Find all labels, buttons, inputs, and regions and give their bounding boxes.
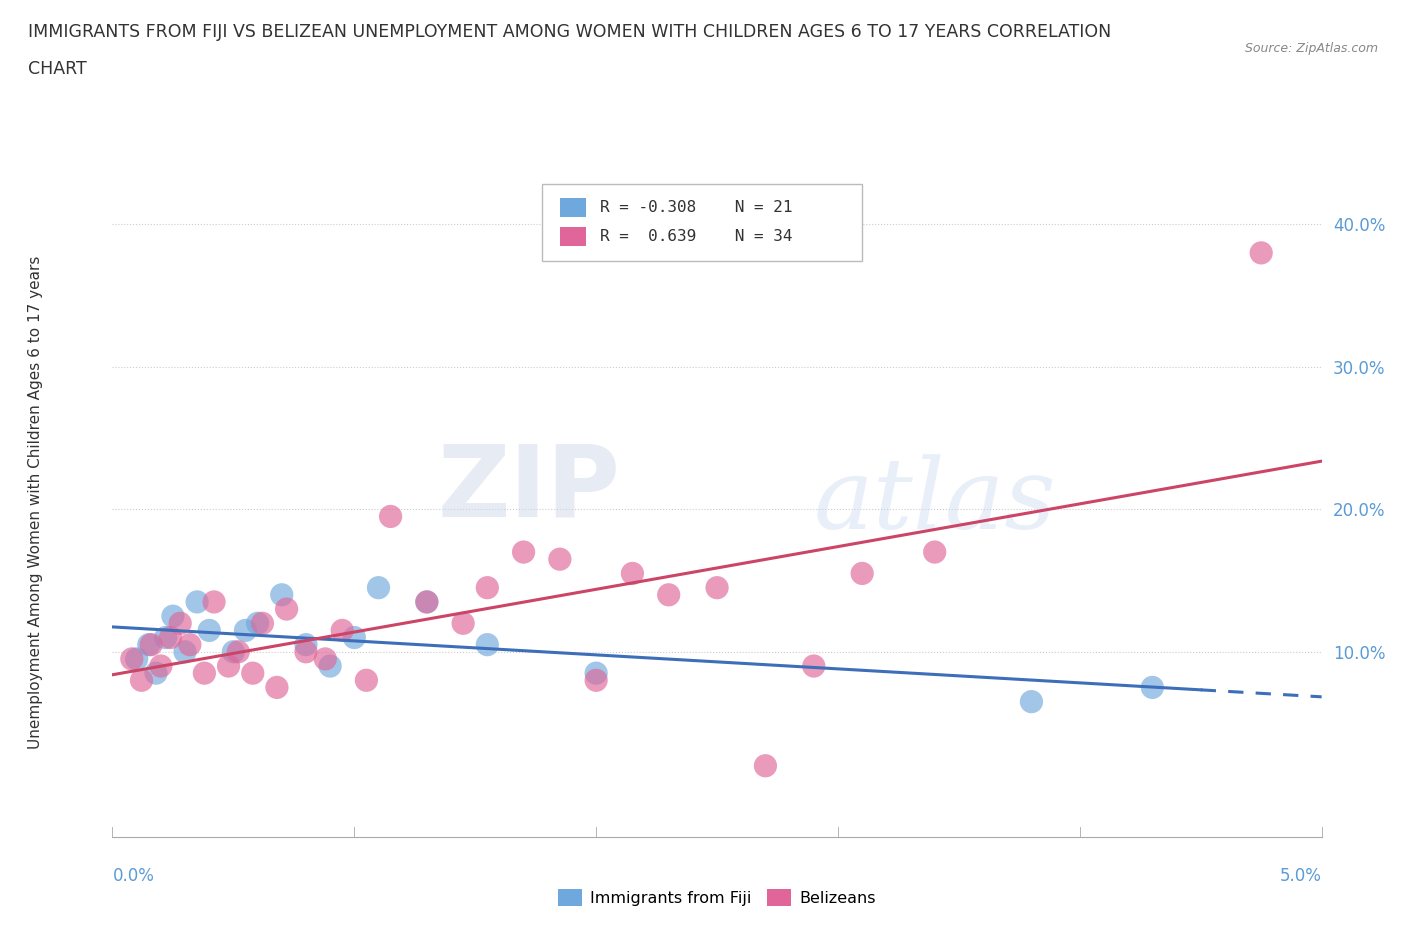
Bar — [541, 184, 862, 261]
Text: Source: ZipAtlas.com: Source: ZipAtlas.com — [1244, 42, 1378, 55]
Text: R = -0.308    N = 21: R = -0.308 N = 21 — [600, 200, 792, 215]
Point — [416, 594, 439, 609]
Point — [585, 666, 607, 681]
Point — [416, 594, 439, 609]
Point — [222, 644, 245, 659]
Point — [621, 566, 644, 581]
Text: ZIP: ZIP — [437, 440, 620, 538]
Point — [477, 580, 499, 595]
Point — [149, 658, 172, 673]
Point — [343, 631, 366, 645]
Point — [198, 623, 221, 638]
Point — [295, 637, 318, 652]
Point — [141, 637, 163, 652]
Point — [754, 758, 776, 773]
Text: Unemployment Among Women with Children Ages 6 to 17 years: Unemployment Among Women with Children A… — [28, 256, 42, 749]
Point — [851, 566, 873, 581]
Point — [706, 580, 728, 595]
Point — [235, 623, 257, 638]
Text: atlas: atlas — [814, 455, 1056, 550]
Legend: Immigrants from Fiji, Belizeans: Immigrants from Fiji, Belizeans — [558, 889, 876, 906]
Point — [131, 672, 153, 687]
Text: R =  0.639    N = 34: R = 0.639 N = 34 — [600, 229, 792, 244]
Point — [252, 616, 274, 631]
Bar — [560, 198, 586, 217]
Point — [924, 545, 946, 560]
Text: 5.0%: 5.0% — [1279, 867, 1322, 884]
Point — [295, 644, 318, 659]
Point — [585, 672, 607, 687]
Point — [193, 666, 215, 681]
Point — [330, 623, 353, 638]
Point — [125, 652, 148, 667]
Point — [121, 652, 143, 667]
Text: CHART: CHART — [28, 60, 87, 78]
Point — [202, 594, 225, 609]
Point — [314, 652, 336, 667]
Text: 0.0%: 0.0% — [112, 867, 155, 884]
Point — [162, 609, 184, 624]
Point — [1021, 694, 1043, 709]
Point — [145, 666, 167, 681]
Point — [174, 644, 197, 659]
Point — [270, 588, 292, 603]
Point — [169, 616, 191, 631]
Text: IMMIGRANTS FROM FIJI VS BELIZEAN UNEMPLOYMENT AMONG WOMEN WITH CHILDREN AGES 6 T: IMMIGRANTS FROM FIJI VS BELIZEAN UNEMPLO… — [28, 23, 1111, 41]
Point — [226, 644, 249, 659]
Point — [477, 637, 499, 652]
Point — [367, 580, 389, 595]
Point — [356, 672, 378, 687]
Point — [159, 631, 181, 645]
Point — [803, 658, 825, 673]
Point — [548, 551, 571, 566]
Point — [319, 658, 342, 673]
Point — [1142, 680, 1164, 695]
Point — [242, 666, 264, 681]
Point — [658, 588, 681, 603]
Point — [186, 594, 208, 609]
Point — [451, 616, 474, 631]
Point — [1250, 246, 1272, 260]
Point — [218, 658, 240, 673]
Point — [179, 637, 201, 652]
Point — [512, 545, 534, 560]
Point — [276, 602, 298, 617]
Point — [266, 680, 288, 695]
Point — [380, 509, 402, 524]
Bar — [560, 227, 586, 246]
Point — [246, 616, 269, 631]
Point — [138, 637, 160, 652]
Point — [155, 631, 177, 645]
